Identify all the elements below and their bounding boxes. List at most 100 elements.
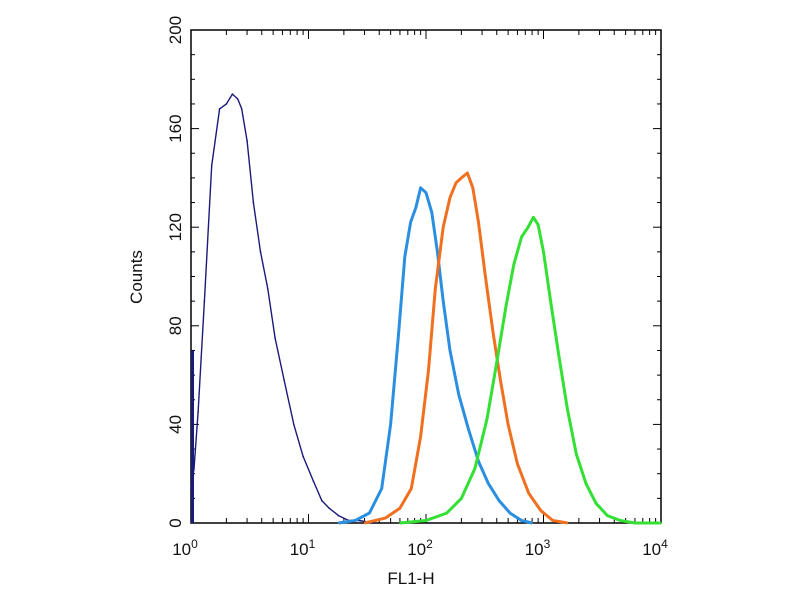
x-tick-label: 101 <box>290 537 316 559</box>
y-axis-ticks: 0 40 80 120 160 200 <box>166 16 661 528</box>
x-axis-ticks: 100 101 102 103 104 <box>172 30 668 559</box>
series-4-point <box>513 263 515 265</box>
series-4-point <box>473 467 476 470</box>
series-2-point <box>457 394 460 396</box>
x-tick-label: 104 <box>642 537 668 559</box>
series-line-2 <box>338 186 533 525</box>
series-3-point <box>477 221 480 224</box>
series-2-point <box>380 487 383 490</box>
series-3-point <box>491 329 494 332</box>
y-tick-label: 40 <box>166 415 185 434</box>
y-tick-label: 160 <box>166 114 185 142</box>
plot-frame <box>190 29 662 524</box>
series-4-point <box>558 354 560 357</box>
series-2-point <box>436 251 439 253</box>
series-2-point <box>389 423 392 426</box>
y-tick-label-group: 160 <box>166 114 185 142</box>
series-3-point <box>528 492 530 495</box>
series-3-point <box>466 172 469 174</box>
x-axis-title: FL1-H <box>387 569 434 588</box>
series-2-point <box>354 519 357 522</box>
series-4-point <box>634 522 636 524</box>
series-2-point <box>449 349 451 352</box>
series-2-point <box>409 221 412 224</box>
series-4-point <box>595 502 597 505</box>
series-4-point <box>660 522 662 524</box>
y-tick-label: 0 <box>166 518 185 527</box>
series-2-point <box>430 211 433 214</box>
series-line-4 <box>399 215 661 525</box>
series-1-point <box>302 455 304 458</box>
y-tick-label-group: 120 <box>166 213 185 241</box>
series-3-point <box>471 186 474 189</box>
series-3-point <box>399 507 401 510</box>
series-4-point <box>399 522 401 524</box>
series-3-point <box>419 435 422 438</box>
y-tick-label-group: 40 <box>166 415 185 434</box>
series-4-point <box>505 305 507 307</box>
series-4-point <box>619 519 622 522</box>
series-1-point <box>274 337 276 339</box>
series-4-point <box>542 251 545 253</box>
series-4-point <box>585 482 587 485</box>
series-1-point <box>321 500 323 502</box>
series-3-point <box>434 288 437 290</box>
series-3-point <box>540 509 542 512</box>
series-1-point <box>218 108 221 110</box>
series-3-point <box>516 463 519 465</box>
series-3-point <box>363 522 366 524</box>
series-2-point <box>403 255 406 258</box>
series-3-point <box>410 487 413 490</box>
series-3-point <box>507 423 509 426</box>
x-tick-label: 100 <box>172 537 198 559</box>
series-1-point <box>328 507 330 510</box>
series-3-point <box>566 522 569 524</box>
series-2-point <box>442 300 444 302</box>
series-3-point <box>384 517 387 519</box>
series-1-point <box>312 480 315 482</box>
series-2-point <box>397 337 400 339</box>
series-3-point <box>449 196 451 199</box>
series-2-point <box>337 522 340 524</box>
series-4-point <box>425 519 427 522</box>
series-2-point <box>368 512 371 514</box>
series-2-point <box>415 206 417 209</box>
series-4-point <box>575 453 578 455</box>
series-1-point <box>246 140 248 142</box>
y-tick-label-group: 200 <box>166 16 185 44</box>
series-1-point <box>210 164 213 167</box>
series-2-point <box>419 186 422 189</box>
series-3-point <box>455 182 457 184</box>
series-1-point <box>240 108 243 110</box>
y-tick-label-group: 0 <box>166 518 185 527</box>
series-4-point <box>606 514 609 517</box>
y-tick-label: 80 <box>166 316 185 335</box>
series-2-point <box>425 191 427 194</box>
series-4-point <box>527 226 529 228</box>
series-1-point <box>203 300 206 302</box>
series-3-point <box>499 379 502 381</box>
series-4-point <box>532 216 535 219</box>
series-1-point <box>283 379 285 381</box>
series-3-point <box>460 177 463 179</box>
y-axis-title-group: Counts <box>127 250 146 304</box>
series-2-point <box>531 522 533 524</box>
series-2-point <box>498 500 501 502</box>
series-4-point <box>445 512 448 514</box>
y-axis-title: Counts <box>127 250 146 304</box>
y-tick-label: 120 <box>166 213 185 241</box>
series-4-point <box>486 418 488 421</box>
series-1-point <box>252 201 255 204</box>
series-4-point <box>566 408 569 411</box>
series-1-point <box>231 93 234 95</box>
series-4-point <box>537 223 539 226</box>
series-2-point <box>520 519 523 522</box>
series-3-point <box>552 519 554 522</box>
series-3-point <box>442 226 444 228</box>
series-2-point <box>487 482 490 485</box>
series-line-1 <box>190 93 373 524</box>
series-2-point <box>467 428 470 431</box>
series-3-point <box>484 275 487 278</box>
left-edge-bar <box>191 350 194 523</box>
series-3-point <box>427 369 430 371</box>
